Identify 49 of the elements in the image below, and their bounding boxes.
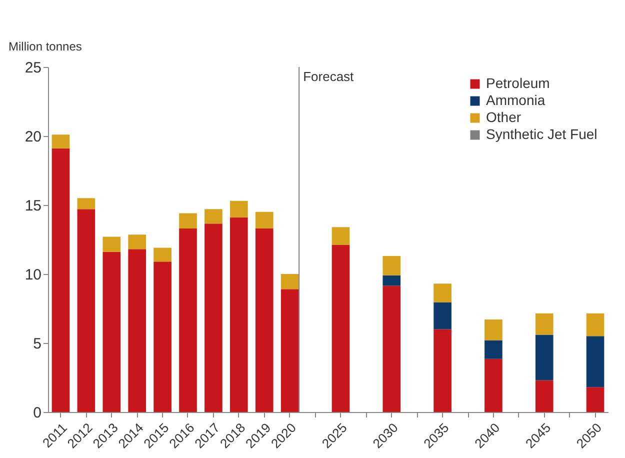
bar	[382, 256, 401, 276]
bar	[255, 212, 274, 228]
bar	[154, 262, 172, 412]
bar	[52, 148, 70, 412]
bar	[484, 340, 502, 359]
bar	[434, 284, 452, 302]
bar	[332, 245, 350, 412]
legend-label: Petroleum	[486, 75, 550, 91]
bar	[280, 289, 299, 412]
bar	[77, 198, 96, 210]
legend-label: Other	[486, 109, 522, 125]
y-tick-label: 0	[33, 404, 42, 422]
ref-line-label: Forecast	[303, 69, 354, 84]
bar	[179, 228, 197, 412]
bar	[484, 320, 502, 340]
bar	[102, 236, 121, 252]
bar	[586, 336, 604, 388]
bar	[484, 358, 502, 412]
bar	[434, 302, 452, 330]
y-tick-label: 5	[33, 336, 42, 352]
bar	[535, 313, 554, 335]
y-tick-label: 20	[24, 128, 42, 146]
bar	[586, 313, 604, 336]
bar	[230, 200, 248, 218]
bar	[52, 134, 70, 148]
bar	[382, 286, 401, 412]
bar	[204, 209, 222, 224]
bar	[434, 329, 452, 412]
bar	[230, 217, 248, 412]
bar	[255, 228, 274, 412]
bar	[128, 249, 146, 412]
bar	[154, 248, 172, 262]
y-tick-label: 25	[24, 60, 42, 76]
y-tick-label: 10	[24, 266, 42, 284]
bar	[535, 380, 554, 412]
bar	[280, 274, 299, 290]
y-axis-title: Million tonnes	[8, 40, 82, 54]
bar	[102, 252, 121, 412]
bar	[382, 275, 401, 286]
bar	[179, 213, 197, 228]
bar	[332, 227, 350, 246]
bar	[586, 387, 604, 412]
y-tick-label: 15	[24, 198, 42, 214]
bar	[77, 209, 96, 412]
bar	[128, 234, 146, 250]
legend-label: Ammonia	[486, 92, 546, 108]
bar	[204, 224, 222, 412]
bar	[535, 334, 554, 380]
legend-label: Synthetic Jet Fuel	[486, 126, 598, 142]
